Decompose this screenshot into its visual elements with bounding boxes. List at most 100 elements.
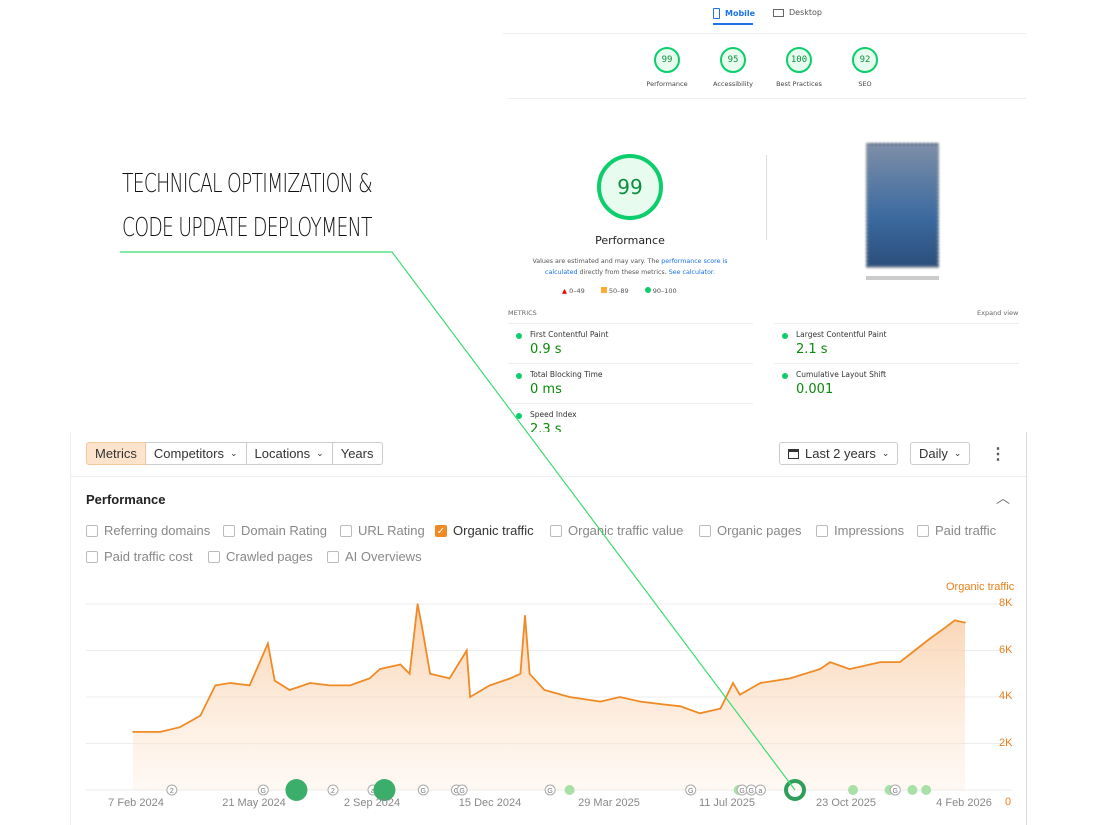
y-tick-label: 0 <box>1005 796 1012 808</box>
screenshot-thumbnail <box>866 143 939 268</box>
data-point <box>899 661 901 663</box>
data-point <box>543 689 546 691</box>
annotation-marker-label: G <box>421 788 426 795</box>
data-point <box>964 621 966 624</box>
data-point <box>913 649 916 652</box>
x-tick-label: 15 Dec 2024 <box>458 797 522 809</box>
data-point <box>879 661 882 663</box>
x-tick-label: 29 Mar 2025 <box>578 797 640 809</box>
data-point <box>819 668 821 670</box>
more-options-icon[interactable]: ⋮ <box>990 446 1006 463</box>
data-point <box>509 677 511 680</box>
x-tick-label: 21 May 2024 <box>222 797 286 809</box>
annotation-marker-label: G <box>893 788 898 795</box>
annotation-marker-label: a <box>371 788 375 795</box>
y-tick-label: 6K <box>999 643 1013 656</box>
annotation-marker-label: 2 <box>170 788 174 795</box>
data-point <box>159 731 162 733</box>
data-point <box>448 677 451 680</box>
main-score-label: Performance <box>595 234 665 247</box>
data-point <box>719 707 722 710</box>
data-point <box>349 684 351 687</box>
data-point <box>421 626 423 629</box>
annotation-marker[interactable] <box>907 785 918 795</box>
y-tick-label: 2K <box>999 736 1013 749</box>
data-point <box>759 682 762 684</box>
date-range-select[interactable]: Last 2 years ⌄ <box>779 442 899 465</box>
x-tick-label: 11 Jul 2025 <box>698 797 756 809</box>
desktop-icon <box>773 8 784 17</box>
data-point <box>379 668 381 670</box>
data-point <box>229 682 231 684</box>
data-point <box>179 726 181 729</box>
data-point <box>829 661 831 663</box>
x-tick-label: 2 Sep 2024 <box>343 797 401 809</box>
data-point <box>679 705 682 708</box>
score-gauge-accessibility[interactable]: 95 <box>720 47 746 73</box>
checkbox-impressions[interactable]: Impressions <box>816 523 904 538</box>
data-point <box>789 677 791 680</box>
data-point <box>399 663 402 666</box>
data-point <box>465 649 468 652</box>
annotation-marker[interactable] <box>889 784 901 796</box>
checkbox-box[interactable] <box>86 550 98 563</box>
series-label: Organic traffic <box>946 581 1015 593</box>
annotation-marker-label: G <box>454 788 459 795</box>
chevron-down-icon: ⌄ <box>881 448 890 458</box>
data-point <box>639 700 642 703</box>
score-label: SEO <box>858 80 872 88</box>
score-gauge-seo[interactable]: 92 <box>852 47 878 73</box>
annotation-marker[interactable] <box>564 785 575 795</box>
data-point <box>309 682 311 684</box>
score-label: Performance <box>646 80 688 88</box>
data-point <box>199 714 202 717</box>
data-point <box>328 684 331 687</box>
data-point <box>699 712 701 715</box>
tab-mobile[interactable]: Mobile <box>713 8 755 19</box>
mobile-icon <box>713 8 720 19</box>
annotation-marker-label: G <box>459 788 464 795</box>
data-point <box>488 684 491 687</box>
score-gauge-best-practices[interactable]: 100 <box>786 47 812 73</box>
annotation-marker-label: G <box>688 788 693 795</box>
data-point <box>368 677 371 680</box>
annotation-marker-label: G <box>749 788 754 795</box>
tab-desktop[interactable]: Desktop <box>773 8 822 17</box>
expand-view-link[interactable]: Expand view <box>977 309 1019 317</box>
data-point <box>599 700 602 703</box>
annotation-marker[interactable] <box>921 785 932 795</box>
x-tick-label: 4 Feb 2026 <box>936 797 992 809</box>
checkbox-box[interactable] <box>917 524 929 537</box>
annotation-marker-label: G <box>547 788 552 795</box>
score-label: Accessibility <box>713 80 753 88</box>
data-point <box>739 693 741 696</box>
annotation-marker-label: G <box>261 788 266 795</box>
chevron-down-icon: ⌄ <box>953 448 962 458</box>
annotation-marker[interactable] <box>848 785 858 795</box>
data-point <box>528 672 531 675</box>
data-point <box>408 672 411 675</box>
data-point <box>732 682 734 684</box>
data-point <box>429 672 431 675</box>
traffic-area <box>133 604 965 790</box>
x-tick-label: 23 Oct 2025 <box>816 797 876 809</box>
y-tick-label: 8K <box>999 597 1013 609</box>
data-point <box>214 684 217 687</box>
collapse-chevron-icon[interactable]: ︿ <box>996 490 1010 506</box>
data-point <box>519 672 522 675</box>
checkbox-box[interactable] <box>816 524 828 537</box>
annotation-marker-label: G <box>739 788 744 795</box>
data-point <box>524 614 526 617</box>
data-point <box>288 689 291 691</box>
checkbox-paid-traffic[interactable]: Paid traffic <box>917 523 996 538</box>
data-point <box>273 679 276 682</box>
data-point <box>248 684 251 687</box>
data-point <box>659 703 661 705</box>
data-point <box>267 642 269 645</box>
annotation-title: TECHNICAL OPTIMIZATION & CODE UPDATE DEPL… <box>122 169 373 243</box>
score-gauge-performance[interactable]: 99 <box>654 47 680 73</box>
interval-select[interactable]: Daily ⌄ <box>910 442 971 465</box>
checkbox-box[interactable] <box>86 524 98 537</box>
score-label: Best Practices <box>776 80 822 88</box>
annotation-marker[interactable] <box>285 779 308 801</box>
